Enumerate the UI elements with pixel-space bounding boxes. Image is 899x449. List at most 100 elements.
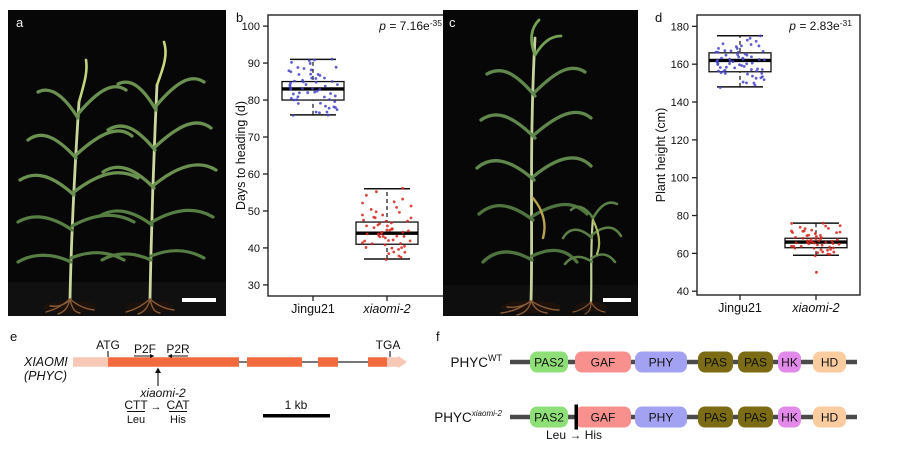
y-axis-label: Plant height (cm) xyxy=(654,108,668,202)
transcription-direction-arrow xyxy=(398,355,407,369)
scatter-points xyxy=(287,57,339,117)
gene-alias: (PHYC) xyxy=(24,369,67,383)
protein-row-xiaomi-2: PHYCxiaomi-2 PAS2 GAF PHY PAS PAS HK HD Leu → Hi… xyxy=(434,404,857,442)
box-group-xiaomi-2: xiaomi-2 xyxy=(784,221,848,315)
box-group-xiaomi-2: xiaomi-2 xyxy=(355,186,419,316)
roots-left xyxy=(45,298,95,315)
protein-name: PHYCWT xyxy=(450,353,502,370)
domain-label: PAS2 xyxy=(534,411,564,425)
y-tick-label: 80 xyxy=(248,95,260,107)
domain-label: HK xyxy=(781,356,798,370)
domain-label: PAS xyxy=(704,356,727,370)
domain-label: PAS xyxy=(704,411,727,425)
x-tick-label: xiaomi-2 xyxy=(791,301,839,315)
panel-d-boxplot: 40 60 80 100 120 140 160 180 Plant height (cm) Ji… xyxy=(654,14,861,315)
domain-GAF xyxy=(575,406,631,428)
y-tick-label: 140 xyxy=(671,97,689,109)
panel-c-photo xyxy=(443,10,638,316)
domain-PHY xyxy=(635,351,687,373)
y-axis-label: Days to heading (d) xyxy=(234,101,248,210)
scatter-points xyxy=(790,221,842,274)
panel-c-label: c xyxy=(449,15,456,30)
primer-forward-label: P2F xyxy=(134,342,156,356)
box-group-Jingu21: Jingu21 xyxy=(281,57,345,316)
box-group-Jingu21: Jingu21 xyxy=(708,34,772,315)
domain-label: HD xyxy=(821,356,839,370)
aa-mut: His xyxy=(170,414,186,426)
roots-tall xyxy=(500,300,560,316)
gene-name: XIAOMI xyxy=(23,355,68,369)
primer-reverse-label: P2R xyxy=(166,342,190,356)
primer-forward-arrow xyxy=(150,354,155,358)
panel-a-label: a xyxy=(16,15,24,30)
plant-tall xyxy=(475,18,593,316)
domain-label: HD xyxy=(821,411,839,425)
domain-PAS xyxy=(738,406,773,428)
x-tick-label: Jingu21 xyxy=(718,301,762,315)
x-tick-label: Jingu21 xyxy=(291,302,335,316)
y-tick-label: 50 xyxy=(248,206,260,218)
scale-bar-label: 1 kb xyxy=(285,398,308,412)
domain-HK xyxy=(778,406,801,428)
y-tick-label: 90 xyxy=(248,58,260,70)
plant-left xyxy=(16,58,140,315)
domain-label: GAF xyxy=(591,356,616,370)
plant-dwarf xyxy=(561,201,623,315)
y-tick-label: 180 xyxy=(671,21,689,33)
scale-bar xyxy=(603,298,631,302)
domain-label: PAS xyxy=(744,356,767,370)
p-value: p = 7.16e-35 xyxy=(378,18,442,33)
domain-PAS2 xyxy=(530,406,568,428)
scatter-points xyxy=(714,34,766,89)
y-tick-label: 40 xyxy=(248,243,260,255)
mutation-site-arrow xyxy=(155,367,161,373)
y-tick-label: 120 xyxy=(671,135,689,147)
axes: 30 40 50 60 70 80 90 100 xyxy=(242,14,451,297)
protein-name: PHYCxiaomi-2 xyxy=(434,409,502,425)
protein-row-WT: PHYCWT PAS2 GAF PHY PAS PAS HK HD xyxy=(450,351,857,373)
domain-label: HK xyxy=(781,411,798,425)
domain-PAS2 xyxy=(530,351,568,373)
primer-reverse-arrow xyxy=(167,354,172,358)
start-codon-label: ATG xyxy=(96,338,120,352)
p-value: p = 2.83e-31 xyxy=(788,18,852,33)
iqr-box xyxy=(281,80,345,101)
domain-label: PAS xyxy=(744,411,767,425)
panel-a-photo xyxy=(8,10,226,316)
stop-codon-label: TGA xyxy=(376,338,401,352)
y-tick-label: 60 xyxy=(677,248,689,260)
domain-PAS xyxy=(738,351,773,373)
domain-GAF xyxy=(575,351,631,373)
domain-PHY xyxy=(635,406,687,428)
exon-segment xyxy=(108,357,239,367)
exon-segment xyxy=(368,357,387,367)
panel-b-boxplot: 30 40 50 60 70 80 90 100 Days to heading (d) Jing… xyxy=(234,14,451,316)
codon-mut: CAT xyxy=(166,398,190,412)
photo-background xyxy=(8,10,226,316)
iqr-box xyxy=(708,52,772,73)
y-tick-label: 40 xyxy=(677,286,689,298)
exon-segment xyxy=(318,357,338,367)
domain-label: PAS2 xyxy=(534,356,564,370)
panel-f-label: f xyxy=(436,329,440,344)
domain-label: PHY xyxy=(649,411,674,425)
panel-b-label: b xyxy=(236,10,244,25)
codon-wt: CTT xyxy=(124,398,148,412)
mutation-bar xyxy=(574,404,578,430)
roots-right xyxy=(125,298,175,315)
y-tick-label: 100 xyxy=(671,173,689,185)
codon-change-arrow: → xyxy=(151,401,162,413)
domain-HD xyxy=(813,351,846,373)
scatter-points xyxy=(361,186,413,261)
plant-right xyxy=(98,40,218,315)
allele-label: xiaomi-2 xyxy=(139,386,186,400)
x-tick-label: xiaomi-2 xyxy=(362,302,410,316)
y-tick-label: 30 xyxy=(248,280,260,292)
domain-HK xyxy=(778,351,801,373)
panel-d-label: d xyxy=(655,10,663,25)
domain-HD xyxy=(813,406,846,428)
utr-segment xyxy=(387,357,398,367)
scale-bar xyxy=(182,298,216,302)
